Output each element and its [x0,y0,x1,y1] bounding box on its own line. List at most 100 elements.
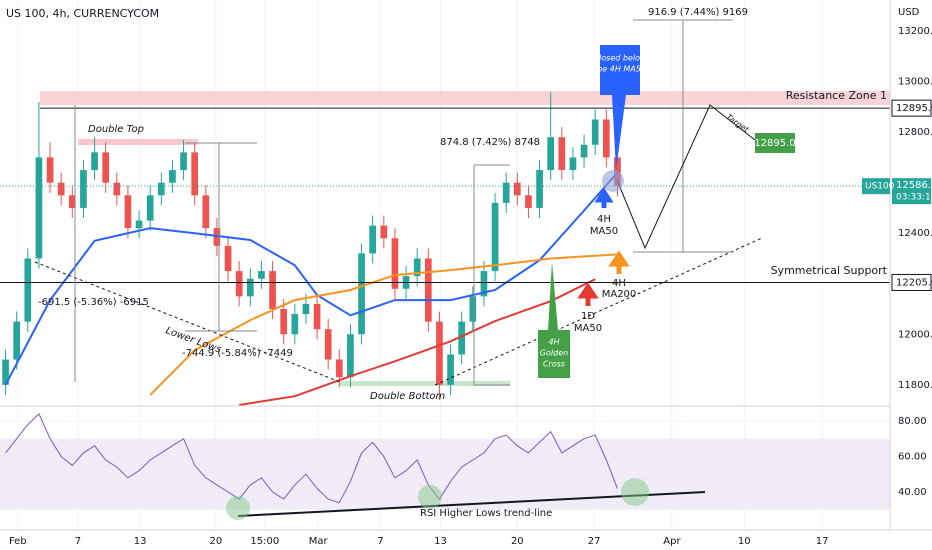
annotation: Cross [543,360,565,369]
annotation: 4H [548,338,559,347]
lower-lows-line [34,261,341,383]
candle-body [391,238,399,289]
projection-path [616,104,756,250]
candle-body [91,152,98,171]
annotation: -691.5 (-5.36%) -6915 [38,297,149,308]
y-tick-label: 11800.0 [898,380,932,391]
candle-body [157,182,165,196]
plot [0,91,890,504]
price-marker [892,178,931,205]
x-tick-label: 20 [511,536,524,547]
y-tick-label: 12800.0 [898,127,932,138]
candle-body [135,220,143,229]
candle-body [24,258,32,322]
annotation: MA200 [602,289,637,300]
y-tick-label: 12000.0 [898,329,932,340]
candle-body [558,137,566,171]
x-tick-label: 7 [75,536,81,547]
rsi-highlight [418,485,442,509]
candle-body [302,303,310,315]
x-tick-label: 10 [738,536,751,547]
candle-body [269,271,276,309]
candle-body [502,182,510,203]
x-tick-label: 17 [816,536,829,547]
candle-body [13,321,21,360]
annotation: 916.9 (7.44%) 9169 [648,7,748,18]
resistance-zone [40,91,890,105]
annotation: Double Top [88,124,144,135]
candle-body [113,182,121,196]
symbol-tag [862,178,890,195]
countdown: 03:33:10 [896,193,932,203]
price-marker-label: 12205.0 [896,277,932,288]
candle-body [347,334,354,378]
candle-body [358,253,365,335]
candle-body [547,137,555,171]
candle-body [335,359,343,378]
symbol-label: US100 [865,182,895,192]
golden-cross-box [538,262,570,378]
highlight [602,170,624,192]
x-tick-label: Apr [663,536,681,547]
title: US 100, 4h, CURRENCYCOM [6,7,159,20]
annotation: 4H [597,214,611,225]
x-tick-label: Feb [9,536,27,547]
candle-body [291,314,299,335]
annotation: Golden [540,349,568,358]
arrow [594,187,614,208]
annotation: Double Bottom [370,391,446,402]
candle-body [380,225,388,239]
candle-body [46,157,54,183]
candle-body [68,195,76,208]
candle-body [202,195,210,229]
x-tick-label: 13 [434,536,447,547]
annotation: Resistance Zone 1 [786,89,887,102]
candle-body [313,303,321,330]
currency: USD [898,7,920,18]
annotation: -744.9 (-5.84%) -7449 [182,348,293,359]
price-marker-label: 12895.0 [896,103,932,114]
candle-body [280,308,288,335]
x-tick-label: 20 [209,536,222,547]
candle-body [591,119,599,145]
annotation: MA50 [574,323,602,334]
candle-body [324,329,332,360]
rsi-band [0,438,890,510]
target-box [755,133,795,153]
arrow [577,282,599,306]
candle-body [80,170,87,208]
annotation: the 4H MA50 [594,65,646,74]
rsi-highlight [621,478,649,506]
candle-body [513,182,521,196]
candle-body [447,354,454,385]
candle-body [102,152,110,183]
candle-body [235,271,243,297]
candle-body [480,271,488,297]
annotation: Closed below [593,54,647,63]
y-tick-label: 13000.0 [898,77,932,88]
arrow [608,250,630,274]
price-marker-label: 12586.1 [896,180,932,191]
candle-body [224,245,232,272]
candle-body [536,170,543,208]
candle-body [569,157,577,171]
candle-body [169,170,176,183]
candle-body [436,321,443,385]
rsi-line [5,413,618,504]
x-tick-label: 27 [588,536,601,547]
y-tick-label: 60.00 [898,451,927,462]
callout [600,45,640,170]
double-bottom-zone [340,381,510,386]
x-tick-label: 7 [377,536,383,547]
candle-body [180,152,187,171]
candle-body [369,225,377,254]
x-tick-label: 15:00 [250,536,279,547]
candle-body [424,258,432,322]
annotation: 874.8 (7.42%) 8748 [440,137,540,148]
x-tick-label: Mar [309,536,329,547]
double-top-zone [78,139,198,145]
candle-body [258,271,265,279]
candle-body [246,278,254,297]
y-tick-label: 40.00 [898,487,927,498]
